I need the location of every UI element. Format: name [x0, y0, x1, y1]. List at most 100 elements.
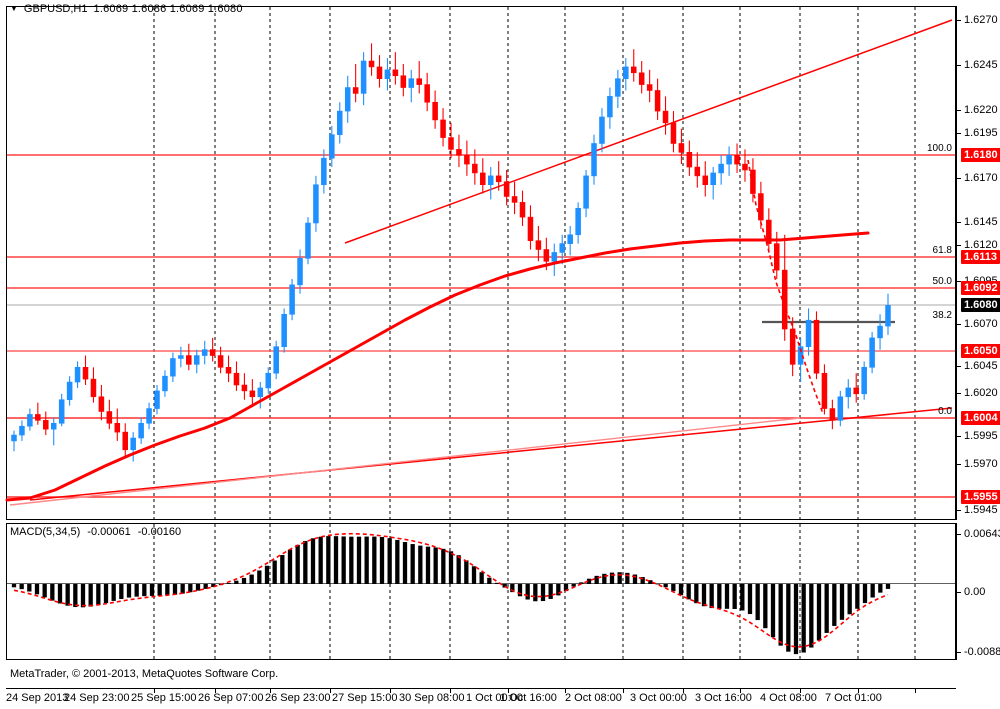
candlestick[interactable] [337, 102, 343, 144]
candlestick[interactable] [360, 52, 367, 106]
candlestick[interactable] [273, 340, 279, 380]
candlestick[interactable] [432, 90, 438, 129]
candlestick[interactable] [58, 393, 65, 427]
candlestick[interactable] [392, 52, 399, 85]
candlestick[interactable] [599, 108, 605, 153]
candlestick[interactable] [726, 146, 732, 176]
candlestick[interactable] [329, 125, 335, 168]
candlestick[interactable] [869, 331, 875, 374]
candlestick[interactable] [519, 190, 526, 226]
caret-down-icon[interactable]: ▼ [10, 4, 18, 13]
candlestick[interactable] [368, 43, 375, 76]
candlestick[interactable] [225, 355, 232, 383]
candlestick[interactable] [654, 78, 661, 120]
candlestick[interactable] [186, 343, 192, 371]
macd-signal-line[interactable] [13, 532, 889, 648]
candlestick[interactable] [201, 340, 208, 365]
candlestick[interactable] [472, 149, 478, 185]
candlestick[interactable] [19, 420, 25, 441]
candlestick[interactable] [646, 69, 653, 103]
candlestick[interactable] [662, 96, 669, 135]
candlestick[interactable] [352, 63, 359, 103]
candlestick[interactable] [853, 373, 859, 403]
candlestick[interactable] [480, 158, 486, 194]
candlestick[interactable] [885, 293, 891, 335]
candlestick[interactable] [511, 181, 518, 215]
candlestick[interactable] [122, 423, 128, 459]
candlestick[interactable] [821, 364, 828, 415]
candlestick[interactable] [464, 140, 470, 176]
candlestick[interactable] [829, 399, 836, 430]
level-price-label[interactable]: 1.5955 [961, 490, 1000, 504]
candlestick[interactable] [90, 367, 97, 403]
candlestick[interactable] [678, 128, 685, 165]
candlestick[interactable] [209, 337, 216, 362]
candlestick[interactable] [710, 167, 716, 200]
candlestick[interactable] [583, 169, 589, 218]
candlestick[interactable] [718, 155, 724, 185]
candlestick[interactable] [766, 208, 772, 253]
candlestick[interactable] [321, 149, 327, 194]
candlestick[interactable] [408, 69, 415, 103]
candlestick[interactable] [138, 417, 144, 444]
macd-indicator-panel[interactable] [6, 523, 956, 660]
candlestick[interactable] [702, 161, 709, 197]
candlestick[interactable] [289, 278, 295, 321]
candlestick[interactable] [217, 346, 224, 374]
candlestick[interactable] [734, 143, 740, 173]
candlestick[interactable] [456, 134, 462, 168]
candlestick[interactable] [82, 355, 89, 385]
level-price-label[interactable]: 1.6113 [961, 250, 1000, 264]
level-price-label[interactable]: 1.6050 [961, 344, 1000, 358]
candlestick[interactable] [249, 379, 256, 406]
candlestick[interactable] [170, 352, 176, 383]
candlestick[interactable] [487, 167, 494, 200]
candlestick[interactable] [146, 402, 152, 430]
candlestick[interactable] [877, 314, 883, 350]
candlestick[interactable] [789, 317, 796, 377]
candlestick[interactable] [615, 69, 621, 109]
candlestick[interactable] [114, 408, 121, 441]
trendline-upper[interactable] [344, 19, 953, 244]
candlestick[interactable] [781, 234, 788, 341]
candlestick[interactable] [638, 61, 645, 94]
current-price-label[interactable]: 1.6080 [961, 298, 1000, 312]
candlestick[interactable] [297, 249, 303, 294]
candlestick[interactable] [686, 140, 693, 176]
candlestick[interactable] [384, 58, 391, 91]
candlestick[interactable] [154, 384, 160, 415]
candlestick[interactable] [535, 225, 542, 262]
candlestick[interactable] [241, 373, 248, 400]
candlestick[interactable] [742, 149, 748, 182]
candlestick[interactable] [861, 361, 867, 400]
candlestick[interactable] [162, 370, 168, 397]
candlestick[interactable] [813, 311, 820, 380]
candlestick[interactable] [106, 399, 113, 430]
candlestick[interactable] [281, 308, 287, 353]
candlestick[interactable] [35, 402, 41, 425]
candlestick[interactable] [623, 58, 629, 91]
candlestick[interactable] [551, 243, 558, 277]
candlestick[interactable] [400, 63, 407, 97]
candlestick[interactable] [503, 169, 510, 206]
candlestick[interactable] [344, 75, 351, 123]
candlestick[interactable] [440, 108, 446, 147]
candlestick[interactable] [630, 49, 637, 82]
candlestick[interactable] [567, 225, 573, 256]
level-price-label[interactable]: 1.6092 [961, 281, 1000, 295]
candlestick[interactable] [43, 411, 49, 436]
candlestick[interactable] [607, 87, 613, 129]
candlestick[interactable] [74, 361, 81, 388]
candlestick[interactable] [11, 430, 17, 452]
candlestick[interactable] [750, 158, 756, 203]
candlestick[interactable] [313, 175, 319, 232]
price-chart-panel[interactable] [6, 6, 956, 520]
retracement-guide-line[interactable] [747, 159, 824, 415]
candlestick[interactable] [130, 432, 136, 462]
candlestick[interactable] [694, 152, 701, 188]
candlestick[interactable] [265, 367, 272, 394]
candlestick[interactable] [448, 122, 454, 159]
candlestick[interactable] [193, 349, 200, 374]
candlestick[interactable] [50, 417, 57, 446]
